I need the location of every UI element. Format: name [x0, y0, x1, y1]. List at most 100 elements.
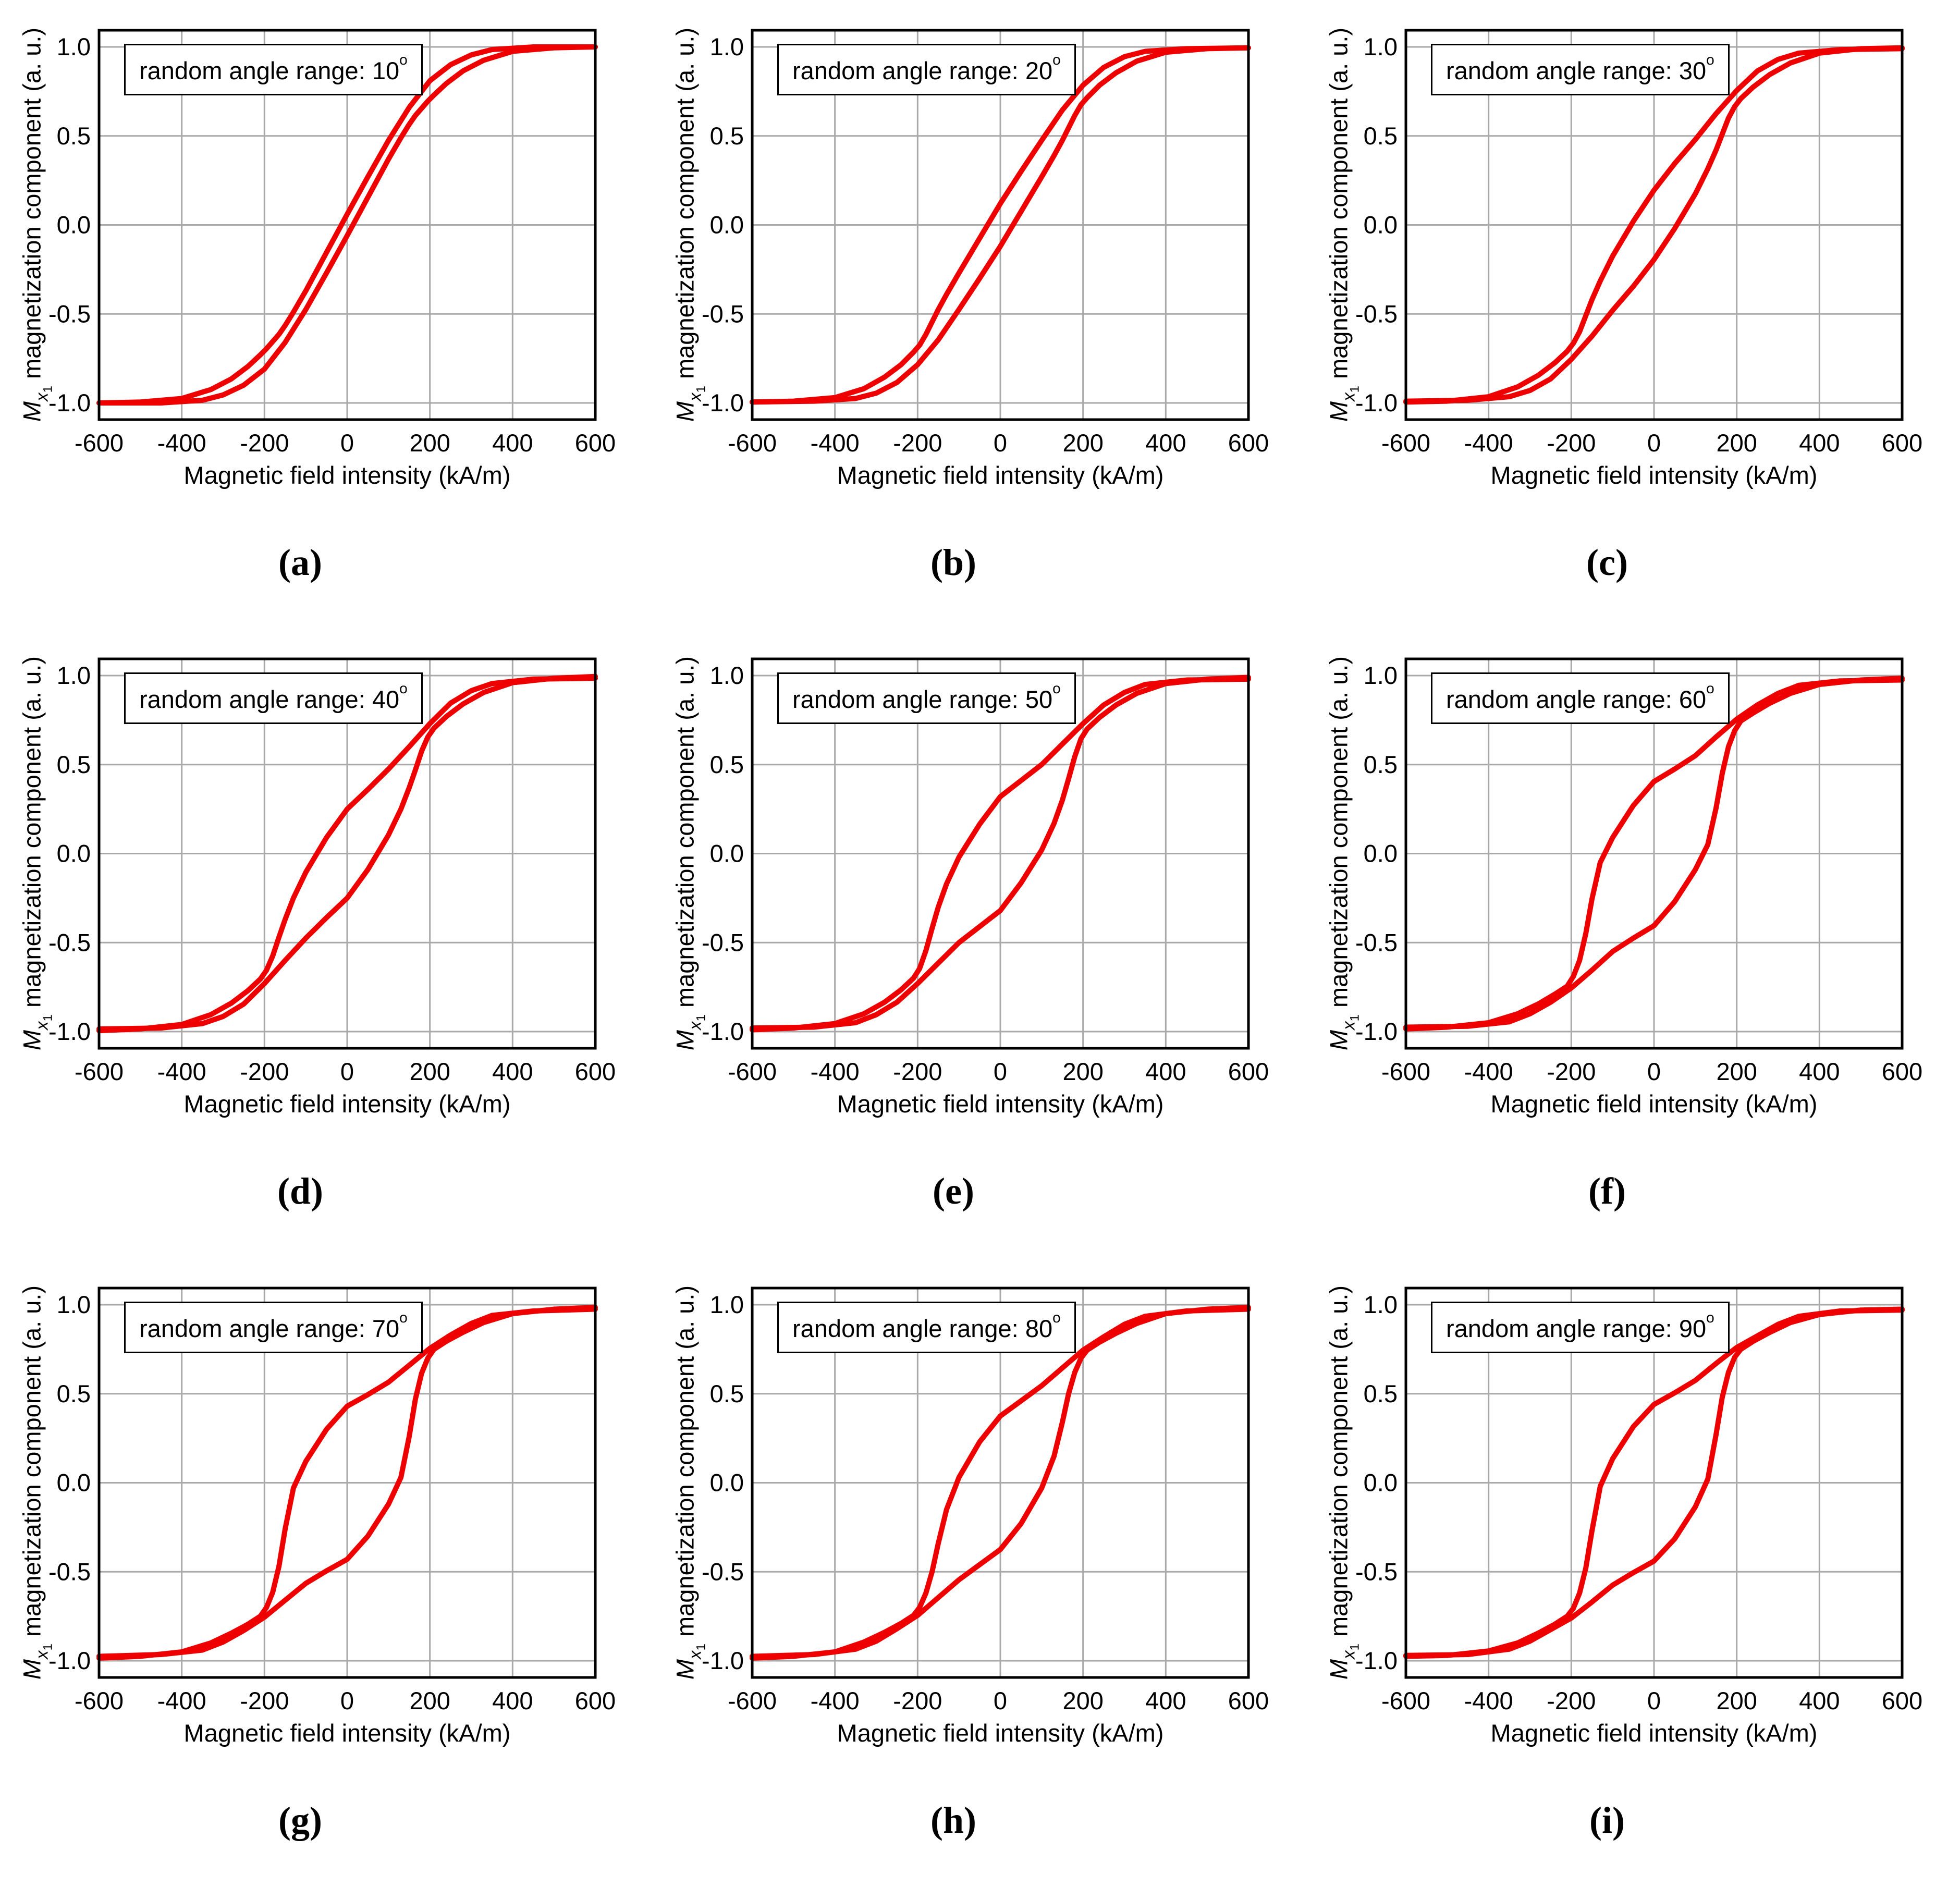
y-tick-label: -1.0 [1355, 1018, 1398, 1045]
y-label-text: magnetization component (a. u.) [671, 1285, 699, 1644]
degree-symbol: o [1706, 680, 1714, 696]
legend-text: random angle range: [139, 685, 372, 713]
y-tick-label: 0.0 [57, 1469, 91, 1497]
legend-text: random angle range: [1446, 57, 1679, 84]
x-tick-label: -600 [728, 1687, 777, 1714]
x-tick-label: 0 [1647, 1058, 1661, 1085]
x-tick-label: 200 [1062, 1058, 1103, 1085]
x-tick-label: -200 [240, 1058, 289, 1085]
x-tick-label: -600 [75, 1058, 124, 1085]
x-tick-label: 400 [1145, 1058, 1186, 1085]
y-label-symbol: M [1325, 401, 1353, 422]
subplot-i: -600 -400 -200 0 200 400 600 -1.0 -0.5 0.0 0.5 1.0 … [1307, 1258, 1960, 1887]
y-axis-title: Mx1 magnetization component (a. u.) [671, 656, 709, 1050]
legend-angle: 50 [1025, 685, 1053, 713]
loop-lower-branch [750, 1305, 1251, 1659]
x-tick-label: 600 [575, 429, 616, 457]
x-tick-label: -400 [157, 1687, 206, 1714]
degree-symbol: o [399, 1309, 408, 1326]
y-axis-title: Mx1 magnetization component (a. u.) [1325, 1285, 1363, 1680]
x-tick-label: 600 [1882, 1687, 1922, 1714]
subplot-d: -600 -400 -200 0 200 400 600 -1.0 -0.5 0.0 0.5 1.0 … [0, 629, 653, 1258]
degree-symbol: o [1706, 52, 1714, 68]
x-tick-label: 0 [340, 1687, 354, 1714]
y-tick-label: 0.5 [710, 751, 744, 778]
x-tick-label: 400 [1799, 1058, 1840, 1085]
caption: (h) [930, 1799, 976, 1841]
legend-box: random angle range: 30o [1431, 44, 1730, 95]
legend-angle: 30 [1679, 57, 1707, 84]
y-label-symbol: M [18, 1659, 46, 1680]
loop-lower-branch [96, 44, 598, 406]
x-axis-title: Magnetic field intensity (kA/m) [837, 461, 1164, 489]
plot-frame [751, 29, 1250, 421]
x-tick-label: 400 [1145, 429, 1186, 457]
caption: (d) [277, 1170, 323, 1212]
plot-frame [751, 1286, 1250, 1679]
x-tick-label: -600 [728, 1058, 777, 1085]
loop-upper-branch [750, 676, 1251, 1033]
y-tick-label: -0.5 [1355, 300, 1398, 327]
y-tick-label: -1.0 [48, 1018, 91, 1045]
subplot-g: -600 -400 -200 0 200 400 600 -1.0 -0.5 0.0 0.5 1.0 … [0, 1258, 653, 1887]
x-tick-label: -400 [811, 1687, 860, 1714]
caption: (i) [1589, 1799, 1625, 1841]
loop-upper-branch [750, 1306, 1251, 1661]
x-tick-label: 600 [1228, 429, 1269, 457]
plot-frame [1404, 657, 1904, 1050]
x-tick-label: 400 [492, 429, 533, 457]
y-tick-label: 1.0 [57, 1291, 91, 1318]
legend-box: random angle range: 80o [777, 1302, 1076, 1353]
loop-lower-branch [750, 45, 1251, 405]
subplot-c: -600 -400 -200 0 200 400 600 -1.0 -0.5 0.0 0.5 1.0 … [1307, 0, 1960, 629]
y-label-text: magnetization component (a. u.) [671, 656, 699, 1015]
legend-text: random angle range: [792, 685, 1025, 713]
y-tick-label: -1.0 [702, 1018, 744, 1045]
plot-canvas-a: -600 -400 -200 0 200 400 600 -1.0 -0.5 0.0 0.5 1.0 [48, 29, 616, 457]
y-tick-label: 1.0 [1364, 33, 1398, 60]
x-tick-label: 600 [575, 1058, 616, 1085]
y-tick-label: -1.0 [702, 389, 744, 416]
y-tick-label: -1.0 [702, 1647, 744, 1674]
y-label-subsubscript: 1 [694, 1014, 708, 1022]
y-tick-label: 0.5 [710, 1380, 744, 1407]
y-label-subsubscript: 1 [41, 1014, 55, 1022]
y-tick-label: 0.0 [57, 211, 91, 239]
loop-upper-branch [96, 1306, 598, 1661]
x-tick-label: 200 [409, 429, 450, 457]
y-label-subscript: x [1339, 1650, 1358, 1659]
x-tick-label: 600 [1882, 429, 1922, 457]
x-tick-label: -400 [811, 429, 860, 457]
x-tick-label: 600 [1228, 1058, 1269, 1085]
y-label-subsubscript: 1 [41, 1644, 55, 1651]
legend-angle: 90 [1679, 1315, 1707, 1342]
y-tick-label: 0.5 [1364, 751, 1398, 778]
subplot-b: -600 -400 -200 0 200 400 600 -1.0 -0.5 0.0 0.5 1.0 … [653, 0, 1306, 629]
legend-box: random angle range: 50o [777, 672, 1076, 724]
loop-upper-branch [96, 44, 598, 406]
y-tick-label: -0.5 [702, 300, 744, 327]
loop-lower-branch [750, 675, 1251, 1031]
loop-lower-branch [1403, 45, 1905, 404]
y-tick-label: 0.0 [57, 840, 91, 867]
x-tick-label: -400 [811, 1058, 860, 1085]
legend-box: random angle range: 40o [124, 672, 423, 724]
y-tick-label: 0.5 [57, 122, 91, 150]
subplot-e: -600 -400 -200 0 200 400 600 -1.0 -0.5 0.0 0.5 1.0 … [653, 629, 1306, 1258]
y-label-text: magnetization component (a. u.) [18, 27, 46, 386]
loop-lower-branch [96, 1305, 598, 1659]
y-label-text: magnetization component (a. u.) [1325, 27, 1353, 386]
y-label-text: magnetization component (a. u.) [1325, 1285, 1353, 1644]
plot-frame [97, 657, 597, 1050]
legend-box: random angle range: 90o [1431, 1302, 1730, 1353]
y-tick-label: -0.5 [48, 928, 91, 956]
y-tick-label: 0.0 [1364, 211, 1398, 239]
legend-angle: 60 [1679, 685, 1707, 713]
y-tick-label: 0.5 [710, 122, 744, 150]
y-label-subsubscript: 1 [694, 386, 708, 393]
y-tick-label: -1.0 [48, 1647, 91, 1674]
plot-frame [97, 1286, 597, 1679]
loop-lower-branch [1403, 676, 1905, 1030]
x-tick-label: 400 [1145, 1687, 1186, 1714]
